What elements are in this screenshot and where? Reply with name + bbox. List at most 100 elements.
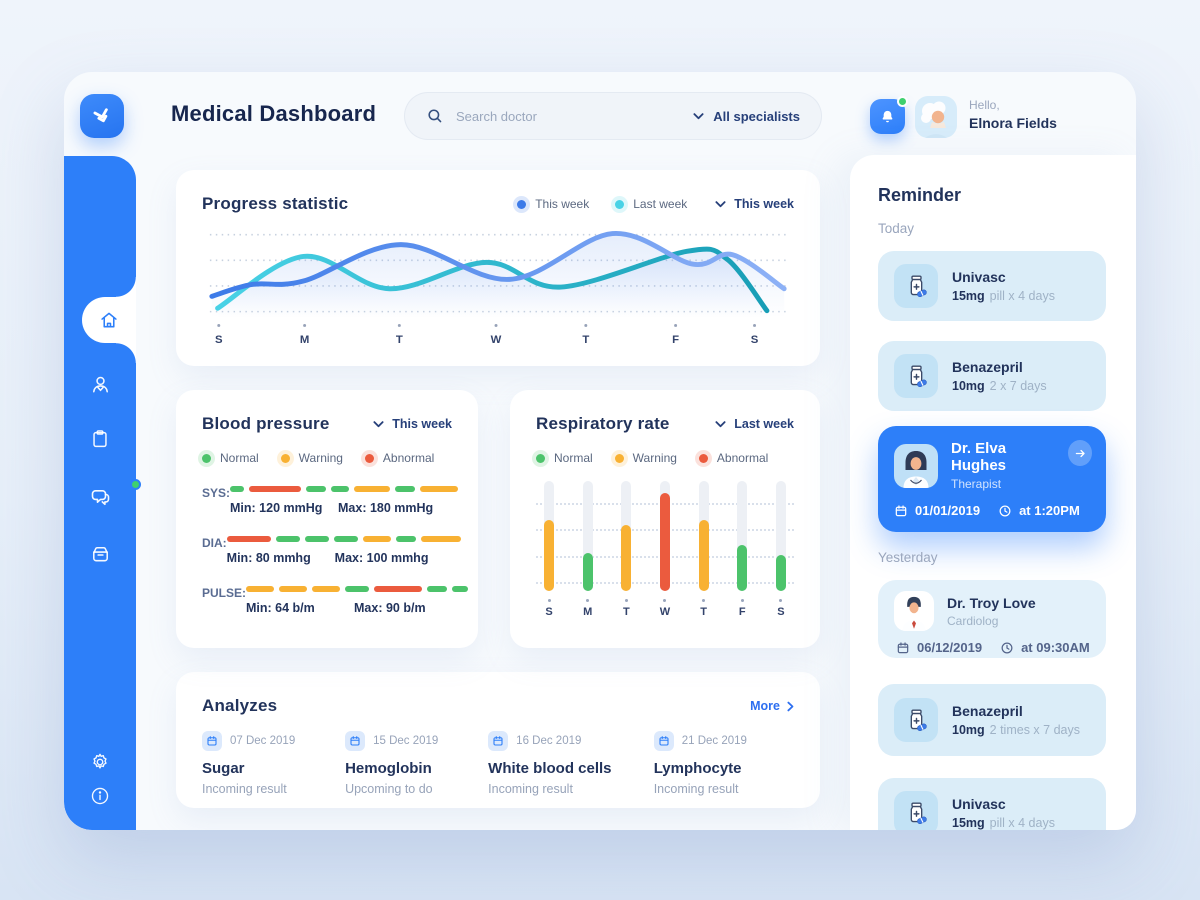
reminder-section-today: Today — [878, 221, 915, 236]
settings-gear-icon — [93, 753, 107, 769]
notification-unread-dot — [897, 96, 908, 107]
resp-card-title: Respiratory rate — [536, 414, 670, 433]
bar-friday — [737, 544, 748, 591]
medicine-bottle-icon — [894, 354, 938, 398]
bar-track — [621, 481, 632, 591]
analyzes-item-hemoglobin[interactable]: 15 Dec 2019 Hemoglobin Upcoming to do — [345, 731, 488, 796]
analysis-date: 21 Dec 2019 — [681, 735, 747, 747]
clock-icon — [999, 505, 1011, 516]
bp-segment-normal — [333, 536, 358, 542]
bp-row-dia: DIA: Min: 80 mmhg Max: 100 mmhg — [202, 536, 461, 565]
user-avatar[interactable] — [915, 96, 957, 138]
doctor-name: Dr. Elva Hughes — [951, 440, 1007, 474]
bp-segment-normal — [306, 486, 327, 492]
bp-segment-normal — [345, 586, 370, 592]
bp-segment-warning — [420, 536, 461, 542]
reminder-title: Reminder — [878, 185, 962, 205]
bp-segment-normal — [230, 486, 245, 492]
app-window: Medical Dashboard All specialists — [64, 72, 1136, 830]
doctor-specialty: Therapist — [951, 477, 1002, 491]
bp-segment-normal — [395, 486, 416, 492]
x-axis-labels: S M T W T F S — [215, 334, 759, 346]
sidebar-item-info[interactable] — [64, 782, 136, 810]
medication-name: Benazepril — [952, 359, 1023, 375]
chevron-down-icon — [715, 420, 726, 427]
sidebar-nav — [64, 156, 141, 830]
svg-text:W: W — [491, 334, 502, 346]
reminder-med-benazepril-2[interactable]: Benazepril 10mg 2 times x 7 days — [878, 684, 1106, 756]
last-week-line — [215, 246, 770, 314]
sidebar-item-archive[interactable] — [64, 539, 136, 567]
legend-last-week-label: Last week — [633, 197, 688, 211]
medicine-bottle-icon — [894, 698, 938, 742]
reminder-appointment-troy-love[interactable]: Dr. Troy Love Cardiolog 06/12/2019 at 09… — [878, 580, 1106, 658]
chevron-down-icon — [715, 200, 726, 207]
dia-label: DIA: — [202, 536, 227, 550]
abnormal-label: Abnormal — [382, 451, 435, 465]
bar-track — [544, 481, 554, 591]
progress-legend: This week Last week — [517, 197, 687, 211]
dia-min: Min: 80 mmhg — [226, 551, 311, 565]
analyzes-grid: 07 Dec 2019 Sugar Incoming result 15 Dec… — [202, 731, 794, 796]
sidebar-item-doctors[interactable] — [64, 370, 136, 398]
reminder-med-univasc-2[interactable]: Univasc 15mg pill x 4 days — [878, 778, 1106, 830]
notifications-button[interactable] — [870, 96, 908, 134]
medication-schedule: pill x 4 days — [989, 289, 1055, 303]
reminder-appointment-elva-hughes[interactable]: Dr. Elva Hughes Therapist 01/01/2019 at … — [878, 426, 1106, 532]
analysis-date: 16 Dec 2019 — [516, 735, 582, 747]
blood-pressure-card: Blood pressure This week Normal Warning … — [176, 390, 478, 648]
bp-segment-normal — [395, 536, 416, 542]
home-icon — [101, 312, 117, 328]
specialists-dropdown[interactable]: All specialists — [693, 109, 800, 124]
greeting-text: Hello, — [969, 98, 1000, 112]
bp-card-title: Blood pressure — [202, 414, 330, 433]
search-bar[interactable]: All specialists — [404, 92, 822, 140]
search-input[interactable] — [456, 108, 646, 124]
sidebar-item-records[interactable] — [64, 425, 136, 453]
normal-label: Normal — [554, 451, 593, 465]
bp-period-dropdown[interactable]: This week — [373, 417, 452, 431]
bp-segment-warning — [279, 586, 308, 592]
analyzes-item-sugar[interactable]: 07 Dec 2019 Sugar Incoming result — [202, 731, 345, 796]
abnormal-dot — [364, 453, 374, 463]
analysis-name: Sugar — [202, 760, 245, 777]
analyzes-more-link[interactable]: More — [750, 699, 794, 713]
analysis-name: White blood cells — [488, 760, 612, 777]
appointment-time: at 1:20PM — [1019, 503, 1080, 518]
appointment-open-button[interactable] — [1068, 440, 1092, 466]
progress-period-dropdown[interactable]: This week — [715, 197, 794, 211]
archive-box-icon — [92, 546, 108, 561]
respiratory-rate-card: Respiratory rate Last week Normal Warnin… — [510, 390, 820, 648]
main-content: Progress statistic This week Last week — [176, 170, 820, 808]
medication-name: Univasc — [952, 796, 1006, 812]
bar-track — [582, 481, 593, 591]
medication-schedule: 2 x 7 days — [989, 379, 1047, 393]
analyzes-item-white-blood-cells[interactable]: 16 Dec 2019 White blood cells Incoming r… — [488, 731, 654, 796]
app-logo[interactable] — [80, 94, 124, 138]
resp-period-dropdown[interactable]: Last week — [715, 417, 794, 431]
bp-row-sys: SYS: Min: 120 mmHg Max: 180 mmHg — [202, 486, 459, 515]
clock-icon — [1001, 642, 1013, 653]
search-icon — [428, 109, 442, 123]
medication-name: Univasc — [952, 269, 1006, 285]
specialists-dropdown-label: All specialists — [713, 108, 800, 124]
sidebar-item-settings[interactable] — [64, 748, 136, 776]
bar-sunday — [544, 519, 554, 591]
reminder-med-univasc[interactable]: Univasc 15mg pill x 4 days — [878, 251, 1106, 321]
analyzes-card: Analyzes More 07 Dec 2019 Sug — [176, 672, 820, 808]
analyzes-item-lymphocyte[interactable]: 21 Dec 2019 Lymphocyte Incoming result — [653, 731, 794, 796]
last-week-area — [217, 249, 767, 318]
clipboard-icon — [93, 430, 107, 448]
pulse-min: Min: 64 b/m — [246, 601, 315, 615]
reminder-med-benazepril[interactable]: Benazepril 10mg 2 x 7 days — [878, 341, 1106, 411]
svg-text:S: S — [751, 334, 759, 346]
sidebar-item-messages[interactable] — [64, 479, 141, 511]
respiratory-bar-chart — [536, 481, 794, 591]
calendar-icon — [897, 641, 909, 653]
sidebar-item-home[interactable] — [82, 277, 136, 363]
progress-card-title: Progress statistic — [202, 194, 349, 213]
medication-dose: 15mg — [952, 289, 985, 303]
progress-period-value: This week — [734, 197, 794, 211]
female-doctor-avatar — [894, 443, 938, 488]
bp-segment-normal — [275, 536, 300, 542]
